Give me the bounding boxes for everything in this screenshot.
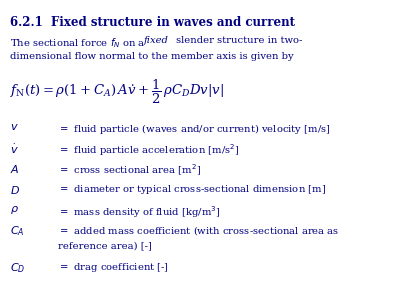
Text: $=$ mass density of fluid [kg/m$^3$]: $=$ mass density of fluid [kg/m$^3$] [58,204,221,220]
Text: $f_\mathrm{N}(t) = \rho(1+C_A)\,A\dot{v}+\dfrac{1}{2}\,\rho C_D Dv|v|$: $f_\mathrm{N}(t) = \rho(1+C_A)\,A\dot{v}… [10,78,224,106]
Text: $=$ drag coefficient [-]: $=$ drag coefficient [-] [58,262,169,274]
Text: $=$ fluid particle acceleration [m/s$^2$]: $=$ fluid particle acceleration [m/s$^2$… [58,142,239,158]
Text: reference area) [-]: reference area) [-] [58,241,152,251]
Text: [12]: [12] [346,2,377,15]
Text: $v$: $v$ [10,122,19,132]
Text: dimensional flow normal to the member axis is given by: dimensional flow normal to the member ax… [10,52,294,61]
Text: $C_D$: $C_D$ [10,262,25,275]
Text: fixed: fixed [144,36,169,45]
Text: $=$ added mass coefficient (with cross-sectional area as: $=$ added mass coefficient (with cross-s… [58,224,339,238]
Text: $C_A$: $C_A$ [10,224,24,238]
Text: $A$: $A$ [10,163,19,175]
Text: 6.2.1  Fixed structure in waves and current: 6.2.1 Fixed structure in waves and curre… [10,16,295,29]
Text: $=$ cross sectional area [m$^2$]: $=$ cross sectional area [m$^2$] [58,163,201,178]
Text: $\rho$: $\rho$ [10,204,19,216]
Text: $=$ fluid particle (waves and/or current) velocity [m/s]: $=$ fluid particle (waves and/or current… [58,122,331,136]
Text: $D$: $D$ [10,184,20,195]
Text: $=$ diameter or typical cross-sectional dimension [m]: $=$ diameter or typical cross-sectional … [58,184,326,196]
Text: $\dot{v}$: $\dot{v}$ [10,142,19,156]
Text: The sectional force $f_\mathit{N}$ on a: The sectional force $f_\mathit{N}$ on a [10,36,146,50]
Text: slender structure in two-: slender structure in two- [173,36,302,45]
